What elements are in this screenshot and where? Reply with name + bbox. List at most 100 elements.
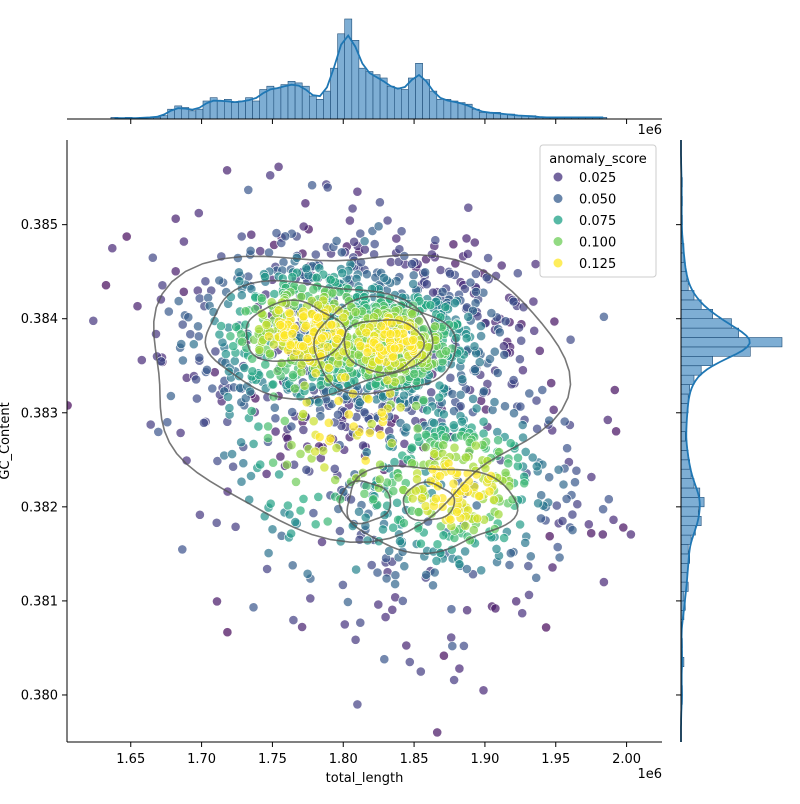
scatter-point — [524, 590, 534, 600]
kde-contour-level-3 — [402, 481, 456, 522]
scatter-point — [425, 300, 436, 310]
scatter-point — [313, 312, 323, 323]
scatter-point — [434, 392, 445, 403]
scatter-point — [263, 433, 273, 443]
legend-box — [539, 144, 657, 278]
scatter-point — [314, 432, 325, 442]
scatter-point — [165, 391, 176, 401]
top-histogram-bar — [450, 100, 459, 120]
x-axis-ticks: 1.65 1.70 1.75 1.80 1.85 1.90 1.95 2.00 — [116, 742, 641, 767]
kde-contour-level-2 — [204, 279, 434, 400]
scatter-point — [422, 405, 432, 416]
scatter-point — [438, 409, 449, 420]
scatter-point — [67, 400, 73, 411]
scatter-point — [408, 278, 419, 289]
scatter-point — [527, 452, 538, 463]
right-histogram-bar — [680, 431, 686, 442]
scatter-point — [586, 528, 597, 539]
scatter-point — [489, 397, 500, 407]
legend: anomaly_score 0.025 0.050 0.075 0.100 0.125 — [539, 144, 657, 278]
scatter-point — [462, 248, 473, 259]
scatter-point — [177, 319, 188, 330]
scatter-point — [268, 379, 278, 390]
right-histogram-bar — [680, 290, 695, 301]
scatter-point — [469, 364, 480, 375]
scatter-point — [696, 438, 705, 447]
scatter-point — [515, 519, 525, 530]
scatter-point — [396, 226, 407, 237]
scatter-point — [511, 596, 522, 607]
scatter-point — [269, 289, 280, 299]
scatter-point — [223, 391, 233, 402]
top-marginal-histogram: 1e6 — [67, 18, 662, 138]
scatter-point — [546, 378, 557, 388]
scatter-point — [390, 579, 400, 589]
top-histogram-bar — [188, 110, 197, 120]
scatter-point — [552, 542, 563, 552]
scatter-point — [513, 461, 523, 471]
scatter-point — [500, 401, 510, 412]
legend-label: 0.100 — [579, 236, 616, 251]
scatter-point — [301, 397, 312, 408]
scatter-point — [280, 231, 291, 242]
scatter-point — [267, 524, 278, 535]
scatter-point — [302, 334, 313, 344]
scatter-point — [248, 602, 259, 613]
scatter-point — [260, 271, 270, 282]
scatter-point — [376, 407, 387, 418]
y-tick-label: 0.383 — [21, 406, 58, 421]
scatter-point — [412, 423, 423, 434]
scatter-points — [67, 161, 705, 738]
scatter-point — [420, 442, 431, 453]
scatter-point — [350, 306, 361, 317]
scatter-point — [536, 513, 546, 524]
scatter-point — [407, 442, 417, 453]
kde-contour-level-2 — [346, 465, 519, 555]
scatter-point — [298, 424, 309, 435]
scatter-point — [447, 641, 458, 651]
scatter-point — [295, 448, 306, 459]
scatter-point — [275, 451, 286, 462]
scatter-point — [354, 506, 364, 517]
scatter-point — [421, 279, 432, 290]
scatter-point — [284, 509, 295, 520]
top-marginal-ticks — [130, 119, 628, 124]
scatter-point — [348, 421, 359, 432]
scatter-point — [254, 324, 264, 335]
top-histogram-bar — [358, 67, 367, 120]
scatter-point — [430, 235, 441, 246]
scatter-point — [193, 321, 203, 332]
scatter-point — [202, 364, 212, 375]
right-histogram-bar — [680, 506, 699, 517]
scatter-point — [343, 409, 354, 420]
scatter-point — [101, 280, 111, 291]
scatter-point — [440, 302, 451, 312]
scatter-point — [337, 580, 348, 590]
scatter-point — [175, 427, 186, 438]
scatter-point — [408, 270, 419, 281]
scatter-point — [287, 560, 298, 571]
scatter-point — [470, 440, 481, 451]
legend-marker — [552, 214, 564, 226]
scatter-point — [298, 221, 309, 232]
legend-label: 0.125 — [579, 257, 616, 272]
x-tick-label: 2.00 — [612, 752, 641, 767]
scatter-point — [435, 471, 445, 481]
scatter-point — [163, 306, 174, 317]
scatter-point — [554, 552, 565, 563]
scatter-point — [432, 539, 443, 550]
scatter-point — [490, 603, 501, 614]
scatter-point — [462, 605, 472, 616]
scatter-point — [611, 426, 621, 437]
scatter-point — [418, 395, 429, 406]
scatter-point — [468, 393, 478, 404]
scatter-point — [334, 526, 345, 536]
top-histogram-bar — [386, 85, 395, 120]
kde-contour-level-3 — [343, 319, 425, 374]
scatter-point — [319, 462, 330, 473]
scatter-point — [441, 346, 452, 357]
scatter-point — [265, 498, 276, 509]
x-tick-label: 1.85 — [400, 752, 429, 767]
scatter-point — [177, 355, 188, 366]
